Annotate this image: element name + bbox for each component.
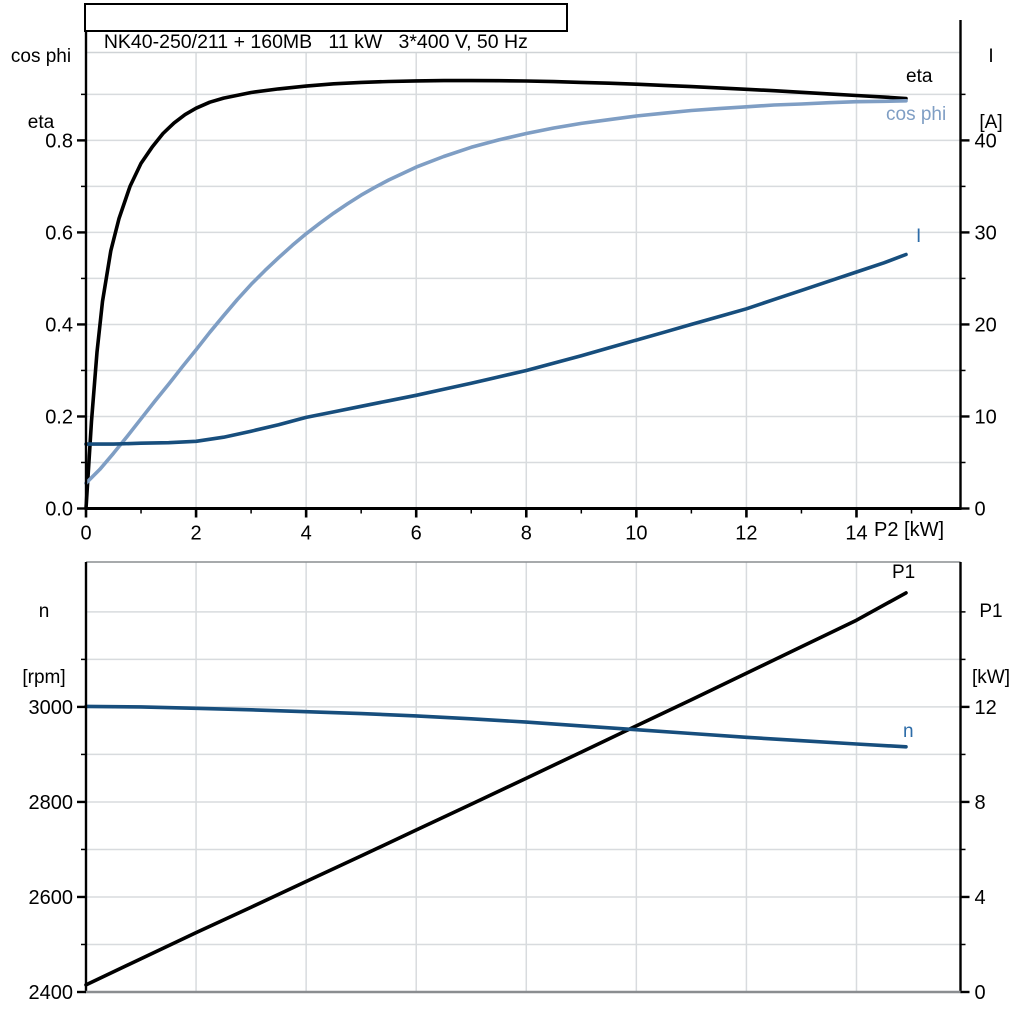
motor-curves-top-x-tick: 14 [845, 523, 867, 545]
chart-title-box: NK40-250/211 + 160MB 11 kW 3*400 V, 50 H… [84, 3, 568, 53]
y-right-axis-title-bottom-line1: P1 [979, 601, 1003, 622]
motor-curves-top-yr-tick: 0 [975, 499, 986, 521]
y-right-axis-title-top-line2: [A] [979, 112, 1003, 133]
y-left-axis-title-bottom-line2: [rpm] [22, 667, 66, 688]
motor-curves-top-series-1 [84, 99, 908, 486]
y-right-axis-title-bottom-line2: [kW] [972, 667, 1010, 688]
motor-curves-top-series-0 [84, 78, 908, 511]
motor-curves-top-series-2 [84, 252, 908, 446]
motor-curves-top-x-tick: 10 [625, 523, 647, 545]
eta-curve-label: eta [906, 66, 933, 87]
motor-curves-top-yr-tick: 30 [975, 222, 997, 244]
y-left-axis-title-top-line1: cos phi [10, 46, 72, 67]
motor-curves-bottom-yl-tick: 2600 [29, 887, 74, 909]
motor-curves-bottom-axes [84, 562, 962, 994]
motor-curves-bottom-yl-tick: 2800 [29, 792, 74, 814]
motor-curves-bottom-tick-labels: 2400 2600 2800 3000 0 4 8 12 [29, 697, 997, 1004]
motor-curves-top-x-tick: 4 [301, 523, 312, 545]
motor-curves-top-x-tick: 8 [521, 523, 532, 545]
motor-curves-bottom-yr-tick: 12 [975, 697, 997, 719]
motor-curves-top-x-tick: 12 [735, 523, 757, 545]
y-left-axis-title-bottom: n [rpm] [0, 557, 88, 711]
p1-curve-label: P1 [892, 562, 916, 583]
y-left-axis-title-bottom-line1: n [38, 601, 50, 622]
chart-title-text: NK40-250/211 + 160MB 11 kW 3*400 V, 50 H… [103, 31, 528, 53]
motor-curves-top-yl-tick: 0.6 [45, 222, 73, 244]
motor-curves-top-yl-tick: 0.2 [45, 406, 73, 428]
motor-curves-bottom-series-0 [84, 591, 908, 987]
current-curve-label: I [916, 226, 922, 247]
y-right-axis-title-bottom: P1 [kW] [958, 557, 1024, 711]
motor-curves-top-axes [84, 20, 962, 510]
motor-curves-top-tick-labels: 0.0 0.2 0.4 0.6 0.8 0 10 20 30 40 0 2 4 6 8 10 12 14 [45, 130, 997, 544]
motor-curves-top-x-tick: 0 [80, 523, 91, 545]
y-right-axis-title-top-line1: I [988, 46, 994, 67]
motor-curves-top-yl-tick: 0.8 [45, 130, 73, 152]
motor-curves-top-yr-tick: 10 [975, 406, 997, 428]
motor-curves-bottom-yr-tick: 4 [975, 887, 986, 909]
motor-curves-bottom: 2400 2600 2800 3000 0 4 8 12 [29, 561, 997, 1004]
n-curve-label: n [903, 721, 914, 742]
motor-curves-bottom-yl-tick: 2400 [29, 982, 74, 1004]
y-left-axis-title-top-line2: eta [27, 112, 55, 133]
motor-curves-bottom-yr-tick: 0 [975, 982, 986, 1004]
motor-curves-bottom-series-1 [84, 704, 908, 749]
motor-curves-bottom-gridlines [86, 561, 961, 992]
motor-curves-bottom-yl-tick: 3000 [29, 697, 74, 719]
motor-curves-top-yl-tick: 0.0 [45, 499, 73, 521]
cos-phi-curve-label: cos phi [886, 104, 947, 125]
motor-curves-top-x-tick: 6 [411, 523, 422, 545]
y-left-axis-title-top: cos phi eta [0, 2, 82, 156]
motor-curves-top-gridlines [86, 51, 961, 509]
motor-curves-bottom-yr-tick: 8 [975, 792, 986, 814]
motor-curves-top-ticks [77, 93, 970, 518]
motor-curves-top-yr-tick: 20 [975, 314, 997, 336]
motor-curves-top-yl-tick: 0.4 [45, 314, 73, 336]
x-axis-title-top: P2 [kW] [874, 519, 945, 541]
y-right-axis-title-top: I [A] [960, 2, 1022, 156]
motor-curves-top-x-tick: 2 [191, 523, 202, 545]
motor-curves-top: 0.0 0.2 0.4 0.6 0.8 0 10 20 30 40 0 2 4 6 8 10 12 14 [45, 20, 997, 545]
motor-curves-top-yr-tick: 40 [975, 130, 997, 152]
motor-curves-bottom-ticks [77, 611, 970, 994]
